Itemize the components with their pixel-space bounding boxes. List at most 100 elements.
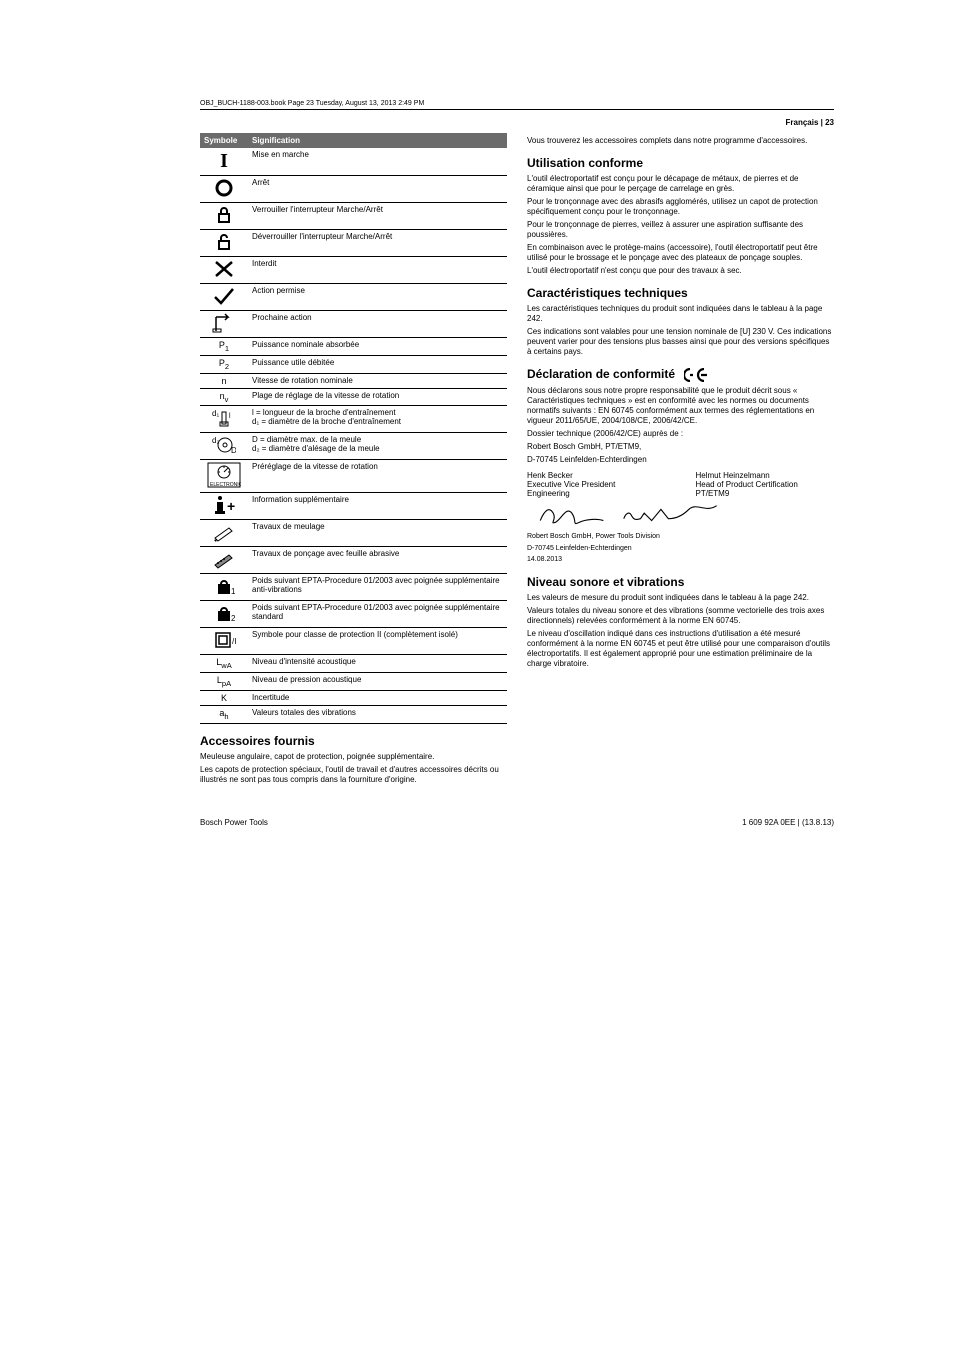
svg-text:ELECTRONIC: ELECTRONIC [210, 482, 241, 488]
util-p4: En combinaison avec le protège-mains (ac… [527, 243, 834, 263]
heading-niveau: Niveau sonore et vibrations [527, 575, 834, 589]
sig1-t1: Executive Vice President [527, 480, 666, 489]
decl-p1: Nous déclarons sous notre propre respons… [527, 386, 834, 426]
meaning-cell: Niveau d'intensité acoustique [248, 655, 507, 673]
table-row: Action permise [200, 284, 507, 311]
ce-mark-icon [684, 368, 710, 382]
symbol-cell: + [200, 493, 248, 520]
table-row: d₂DD = diamètre max. de la meule d₂ = di… [200, 433, 507, 460]
heading-utilisation: Utilisation conforme [527, 156, 834, 170]
symbol-cell: 1 [200, 574, 248, 601]
signature-scribble-icon [527, 502, 767, 528]
symbol-cell: d₂D [200, 433, 248, 460]
footer-right: 1 609 92A 0EE | (13.8.13) [742, 818, 834, 827]
meaning-cell: Prochaine action [248, 311, 507, 338]
decl-addr1: Robert Bosch GmbH, Power Tools Division [527, 533, 834, 542]
heading-declaration: Déclaration de conformité [527, 367, 834, 382]
meaning-cell: Interdit [248, 257, 507, 284]
svg-text:/II: /II [232, 637, 236, 646]
decl-p2: Dossier technique (2006/42/CE) auprès de… [527, 429, 834, 439]
meaning-cell: Niveau de pression acoustique [248, 673, 507, 691]
table-row: Prochaine action [200, 311, 507, 338]
table-row: + Information supplémentaire [200, 493, 507, 520]
table-row: nVitesse de rotation nominale [200, 373, 507, 388]
signatures: Henk Becker Executive Vice President Eng… [527, 471, 834, 498]
meaning-cell: D = diamètre max. de la meule d₂ = diamè… [248, 433, 507, 460]
table-row: LpANiveau de pression acoustique [200, 673, 507, 691]
symbol-cell [200, 176, 248, 203]
heading-caracteristiques: Caractéristiques techniques [527, 286, 834, 300]
meaning-cell: Déverrouiller l'interrupteur Marche/Arrê… [248, 230, 507, 257]
meaning-cell: Mise en marche [248, 148, 507, 176]
svg-text:d₁: d₁ [212, 409, 219, 418]
page-number: Français | 23 [786, 118, 835, 127]
footer-left: Bosch Power Tools [200, 818, 268, 827]
symbol-cell: P2 [200, 355, 248, 373]
util-p3: Pour le tronçonnage de pierres, veillez … [527, 220, 834, 240]
sig1-t2: Engineering [527, 489, 666, 498]
symbol-cell [200, 311, 248, 338]
niv-p3: Le niveau d'oscillation indiqué dans ces… [527, 629, 834, 669]
svg-text:l: l [229, 413, 231, 420]
meaning-cell: Poids suivant EPTA-Procedure 01/2003 ave… [248, 601, 507, 628]
sig1-name: Henk Becker [527, 471, 666, 480]
decl-date: 14.08.2013 [527, 556, 834, 565]
symbol-cell [200, 520, 248, 547]
page-footer: Bosch Power Tools 1 609 92A 0EE | (13.8.… [200, 818, 834, 827]
meaning-cell: Puissance nominale absorbée [248, 338, 507, 356]
symbol-cell [200, 257, 248, 284]
sig2-t1: Head of Product Certification [696, 480, 835, 489]
meaning-cell: Information supplémentaire [248, 493, 507, 520]
table-row: 2 Poids suivant EPTA-Procedure 01/2003 av… [200, 601, 507, 628]
symbols-table: SymboleSignification IMise en marcheArrê… [200, 133, 507, 724]
symbol-cell: ah [200, 705, 248, 723]
th-symbol: Symbole [200, 133, 248, 148]
symbol-cell [200, 203, 248, 230]
symbol-cell: nv [200, 388, 248, 406]
table-row: /IISymbole pour classe de protection II … [200, 628, 507, 655]
decl-title-text: Déclaration de conformité [527, 367, 675, 381]
symbol-cell: ELECTRONIC [200, 460, 248, 493]
svg-text:D: D [231, 446, 236, 455]
symbol-cell [200, 547, 248, 574]
table-row: Travaux de meulage [200, 520, 507, 547]
symbol-cell: I [200, 148, 248, 176]
symbol-cell: LpA [200, 673, 248, 691]
svg-text:+: + [227, 498, 235, 514]
symbol-cell: LwA [200, 655, 248, 673]
symbol-cell [200, 284, 248, 311]
symbol-cell: 2 [200, 601, 248, 628]
meaning-cell: Poids suivant EPTA-Procedure 01/2003 ave… [248, 574, 507, 601]
meaning-cell: Puissance utile débitée [248, 355, 507, 373]
acc-p1: Meuleuse angulaire, capot de protection,… [200, 752, 507, 762]
niv-p1: Les valeurs de mesure du produit sont in… [527, 593, 834, 603]
symbol-cell: K [200, 690, 248, 705]
table-row: 1Poids suivant EPTA-Procedure 01/2003 av… [200, 574, 507, 601]
svg-text:2: 2 [231, 614, 236, 623]
util-p5: L'outil électroportatif n'est conçu que … [527, 266, 834, 276]
util-p2: Pour le tronçonnage avec des abrasifs ag… [527, 197, 834, 217]
sig2-t2: PT/ETM9 [696, 489, 835, 498]
sig2-name: Helmut Heinzelmann [696, 471, 835, 480]
table-row: ahValeurs totales des vibrations [200, 705, 507, 723]
meaning-cell: Action permise [248, 284, 507, 311]
table-row: P1Puissance nominale absorbée [200, 338, 507, 356]
table-row: Verrouiller l'interrupteur Marche/Arrêt [200, 203, 507, 230]
table-row: ELECTRONIC Préréglage de la vitesse de ro… [200, 460, 507, 493]
symbol-cell: n [200, 373, 248, 388]
decl-p4: D-70745 Leinfelden-Echterdingen [527, 455, 834, 465]
table-row: Déverrouiller l'interrupteur Marche/Arrê… [200, 230, 507, 257]
meaning-cell: Valeurs totales des vibrations [248, 705, 507, 723]
table-row: IMise en marche [200, 148, 507, 176]
table-row: KIncertitude [200, 690, 507, 705]
symbol-cell [200, 230, 248, 257]
util-p1: L'outil électroportatif est conçu pour l… [527, 174, 834, 194]
table-row: Arrêt [200, 176, 507, 203]
decl-p3: Robert Bosch GmbH, PT/ETM9, [527, 442, 834, 452]
table-row: Travaux de ponçage avec feuille abrasive [200, 547, 507, 574]
table-row: d₁ll = longueur de la broche d'entraînem… [200, 406, 507, 433]
niv-p2: Valeurs totales du niveau sonore et des … [527, 606, 834, 626]
meaning-cell: Vitesse de rotation nominale [248, 373, 507, 388]
meaning-cell: Préréglage de la vitesse de rotation [248, 460, 507, 493]
carac-p2: Ces indications sont valables pour une t… [527, 327, 834, 357]
